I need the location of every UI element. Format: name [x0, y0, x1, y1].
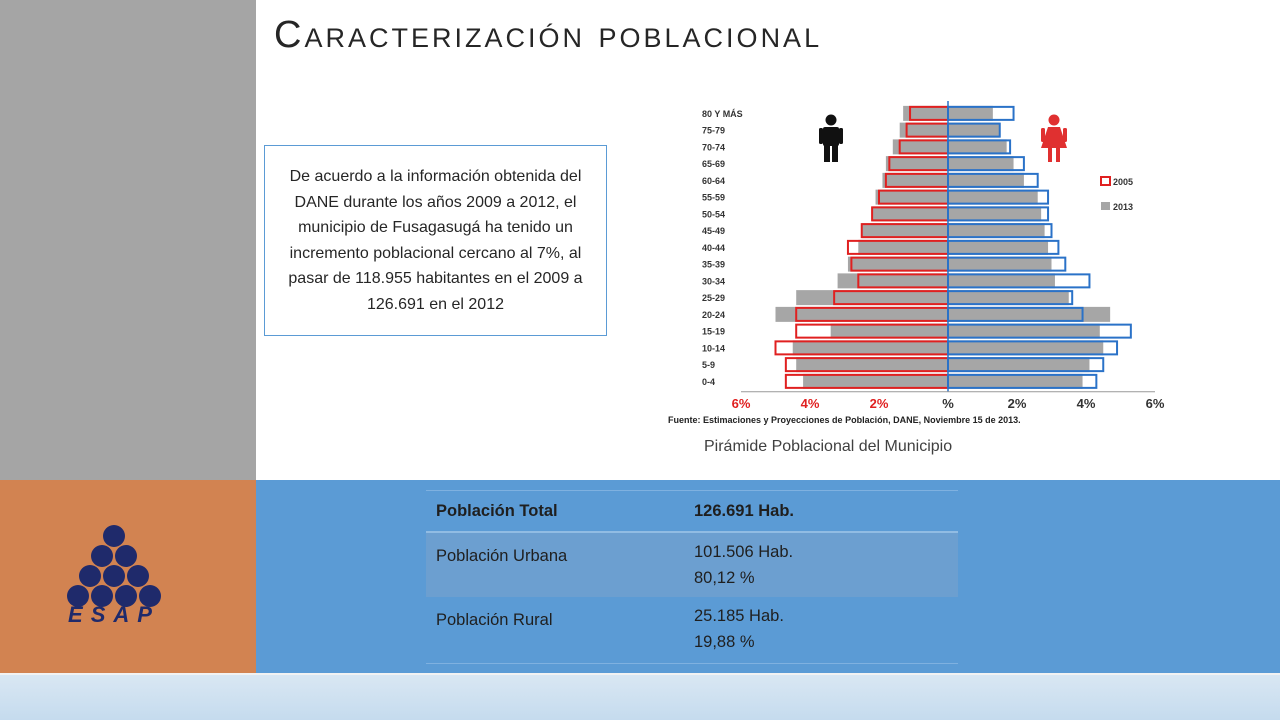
- bar-2013-female: [948, 122, 1000, 138]
- bar-2013-female: [948, 306, 1111, 322]
- bar-2013-male: [875, 189, 948, 205]
- legend-label-2005: 2005: [1113, 177, 1133, 187]
- category-label: 40-44: [702, 243, 725, 253]
- category-label: 60-64: [702, 176, 725, 186]
- table-value-line: 25.185 Hab.: [694, 607, 784, 625]
- bar-2013-female: [948, 273, 1055, 289]
- x-tick-label: 4%: [801, 396, 820, 411]
- category-label: 20-24: [702, 310, 725, 320]
- bar-2013-male: [803, 373, 948, 389]
- bar-2013-male: [775, 306, 948, 322]
- bottom-strip: [0, 675, 1280, 720]
- category-label: 30-34: [702, 276, 725, 286]
- bar-2013-male: [903, 105, 948, 121]
- category-label: 65-69: [702, 159, 725, 169]
- bottom-divider: [0, 673, 1280, 676]
- legend: 2005 2013: [1100, 176, 1133, 212]
- category-label: 5-9: [702, 360, 715, 370]
- bar-2013-male: [885, 156, 948, 172]
- bar-2013-male: [792, 340, 948, 356]
- category-label: 25-29: [702, 293, 725, 303]
- bar-2013-male: [847, 256, 948, 272]
- category-label: 45-49: [702, 226, 725, 236]
- bar-2013-female: [948, 340, 1104, 356]
- info-box: De acuerdo a la información obtenida del…: [264, 145, 607, 336]
- table-cell-label: Población Rural: [436, 611, 553, 629]
- category-label: 70-74: [702, 142, 725, 152]
- population-pyramid-chart: 0-4 5-9 10-14 15-19 20-24 25-29 30-34 35-39 40-4…: [660, 92, 1170, 432]
- info-text: De acuerdo a la información obtenida del…: [288, 168, 583, 313]
- esap-logo: ESAP: [67, 525, 161, 626]
- bar-2013-female: [948, 357, 1090, 373]
- slide-title: Caracterización poblacional: [274, 14, 823, 56]
- pyramid-svg: 0-4 5-9 10-14 15-19 20-24 25-29 30-34 35-39 40-4…: [668, 101, 1165, 425]
- table-value-line: 126.691 Hab.: [694, 501, 794, 520]
- bar-2013-female: [948, 323, 1100, 339]
- bar-2013-female: [948, 172, 1024, 188]
- bar-2013-male: [796, 357, 948, 373]
- legend-swatch-2013: [1101, 202, 1110, 210]
- table-row: Población Urbana 101.506 Hab. 80,12 %: [426, 533, 958, 597]
- bar-2013-male: [858, 239, 948, 255]
- bar-2013-male: [837, 273, 948, 289]
- x-tick-label: %: [942, 396, 954, 411]
- bar-2013-male: [899, 122, 948, 138]
- bar-2013-male: [872, 206, 948, 222]
- bar-2013-female: [948, 189, 1038, 205]
- x-tick-label: 6%: [732, 396, 751, 411]
- population-table: Población Total 126.691 Hab. Población U…: [426, 490, 958, 664]
- bar-2013-male: [796, 290, 948, 306]
- category-label: 80 Y MÁS: [702, 109, 743, 119]
- category-label: 50-54: [702, 209, 725, 219]
- male-icon: [819, 114, 843, 162]
- chart-caption: Pirámide Poblacional del Municipio: [704, 438, 953, 455]
- bar-2013-male: [882, 172, 948, 188]
- bar-2013-female: [948, 156, 1014, 172]
- x-tick-label: 6%: [1146, 396, 1165, 411]
- bar-2013-female: [948, 223, 1045, 239]
- bar-2013-female: [948, 290, 1069, 306]
- table-cell-label: Población Total: [436, 501, 558, 520]
- category-label: 10-14: [702, 343, 725, 353]
- bar-2013-female: [948, 105, 993, 121]
- legend-swatch-2005: [1100, 176, 1111, 186]
- table-value-percent: 80,12 %: [694, 569, 755, 587]
- x-tick-label: 2%: [870, 396, 889, 411]
- logo-text: ESAP: [68, 602, 160, 626]
- table-cell-label: Población Urbana: [436, 547, 568, 565]
- table-cell-value: 101.506 Hab. 80,12 %: [694, 533, 958, 597]
- table-value-line: 101.506 Hab.: [694, 543, 794, 561]
- category-label: 15-19: [702, 327, 725, 337]
- x-tick-label: 2%: [1008, 396, 1027, 411]
- table-value-percent: 19,88 %: [694, 633, 755, 651]
- left-gray-bar: [0, 0, 256, 480]
- female-icon: [1041, 114, 1067, 162]
- bar-2013-male: [892, 139, 948, 155]
- table-cell-value: 126.691 Hab.: [694, 502, 958, 521]
- category-labels-group: 0-4 5-9 10-14 15-19 20-24 25-29 30-34 35-39 40-4…: [702, 109, 743, 387]
- table-cell-value: 25.185 Hab. 19,88 %: [694, 597, 958, 663]
- table-row: Población Total 126.691 Hab.: [426, 490, 958, 533]
- bar-2013-female: [948, 139, 1007, 155]
- chart-source: Fuente: Estimaciones y Proyecciones de P…: [668, 415, 1021, 425]
- bars-2013-group: [775, 105, 1111, 389]
- table-row: Población Rural 25.185 Hab. 19,88 %: [426, 597, 958, 664]
- bar-2013-female: [948, 373, 1083, 389]
- bar-2013-male: [861, 223, 948, 239]
- category-label: 0-4: [702, 377, 715, 387]
- bar-2013-female: [948, 256, 1052, 272]
- x-tick-label: 4%: [1077, 396, 1096, 411]
- axis-group: [741, 101, 1155, 393]
- category-label: 35-39: [702, 260, 725, 270]
- category-label: 55-59: [702, 193, 725, 203]
- category-label: 75-79: [702, 126, 725, 136]
- legend-label-2013: 2013: [1113, 202, 1133, 212]
- bar-2013-male: [830, 323, 948, 339]
- tick-labels-group: 6% 4% 2%% 2% 4% 6%: [732, 396, 1165, 411]
- bar-2013-female: [948, 206, 1042, 222]
- bar-2013-female: [948, 239, 1049, 255]
